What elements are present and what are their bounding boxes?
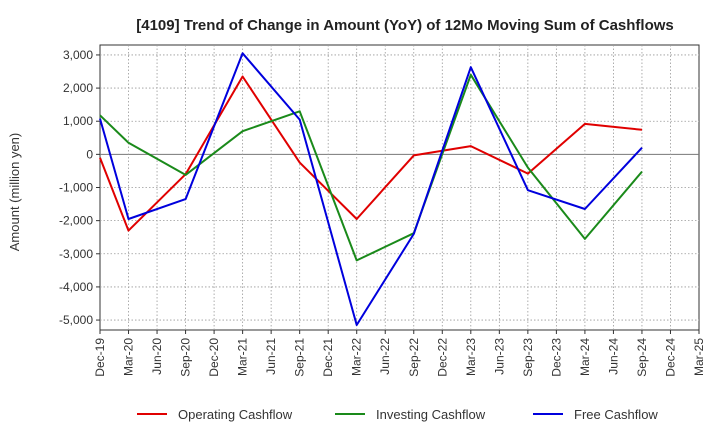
- x-tick-label: Dec-19: [93, 338, 107, 377]
- y-axis-ticks: 3,000 2,000 1,000 0 -1,000 -2,000 -3,000 -4,000…: [59, 48, 100, 327]
- plot-area: [99, 44, 700, 331]
- x-tick-label: Dec-21: [321, 338, 335, 377]
- x-tick-label: Sep-23: [521, 338, 535, 377]
- x-tick-label: Jun-21: [264, 338, 278, 375]
- x-tick-label: Dec-22: [435, 338, 449, 377]
- x-tick-label: Dec-24: [663, 338, 677, 377]
- plot-frame: [99, 44, 700, 331]
- y-tick-label: 3,000: [63, 48, 93, 62]
- x-tick-label: Mar-23: [464, 338, 478, 376]
- y-tick-label: 1,000: [63, 114, 93, 128]
- y-tick-label: 0: [86, 147, 93, 161]
- x-tick-label: Mar-24: [578, 338, 592, 376]
- x-tick-label: Jun-22: [378, 338, 392, 375]
- x-tick-label: Dec-23: [549, 338, 563, 377]
- chart-title: [4109] Trend of Change in Amount (YoY) o…: [136, 17, 674, 34]
- x-axis-ticks: Dec-19 Mar-20 Jun-20 Sep-20 Dec-20 Mar-21 Jun-…: [93, 330, 706, 377]
- grid-lines: [100, 45, 699, 330]
- x-tick-label: Sep-20: [179, 338, 193, 377]
- y-tick-label: -1,000: [59, 181, 93, 195]
- x-tick-label: Dec-20: [207, 338, 221, 377]
- y-tick-label: -5,000: [59, 313, 93, 327]
- x-tick-label: Jun-20: [150, 338, 164, 375]
- x-tick-label: Sep-21: [293, 338, 307, 377]
- legend-label: Investing Cashflow: [376, 407, 486, 422]
- x-tick-label: Sep-24: [635, 338, 649, 377]
- legend-label: Operating Cashflow: [178, 407, 293, 422]
- x-tick-label: Jun-23: [492, 338, 506, 375]
- x-tick-label: Mar-22: [350, 338, 364, 376]
- x-tick-label: Sep-22: [407, 338, 421, 377]
- x-tick-label: Jun-24: [606, 338, 620, 375]
- y-tick-label: -2,000: [59, 214, 93, 228]
- legend: Operating Cashflow Investing Cashflow Free…: [137, 407, 658, 422]
- series-line-free-cashflow: [99, 52, 643, 326]
- y-tick-label: 2,000: [63, 81, 93, 95]
- series-line-investing-cashflow: [99, 73, 643, 262]
- series-line-operating-cashflow: [99, 75, 643, 232]
- x-tick-label: Mar-21: [236, 338, 250, 376]
- x-tick-label: Mar-20: [122, 338, 136, 376]
- y-tick-label: -3,000: [59, 247, 93, 261]
- x-tick-label: Mar-25: [692, 338, 706, 376]
- series-lines: [99, 52, 643, 326]
- legend-label: Free Cashflow: [574, 407, 658, 422]
- y-tick-label: -4,000: [59, 280, 93, 294]
- y-axis-label: Amount (million yen): [7, 133, 22, 252]
